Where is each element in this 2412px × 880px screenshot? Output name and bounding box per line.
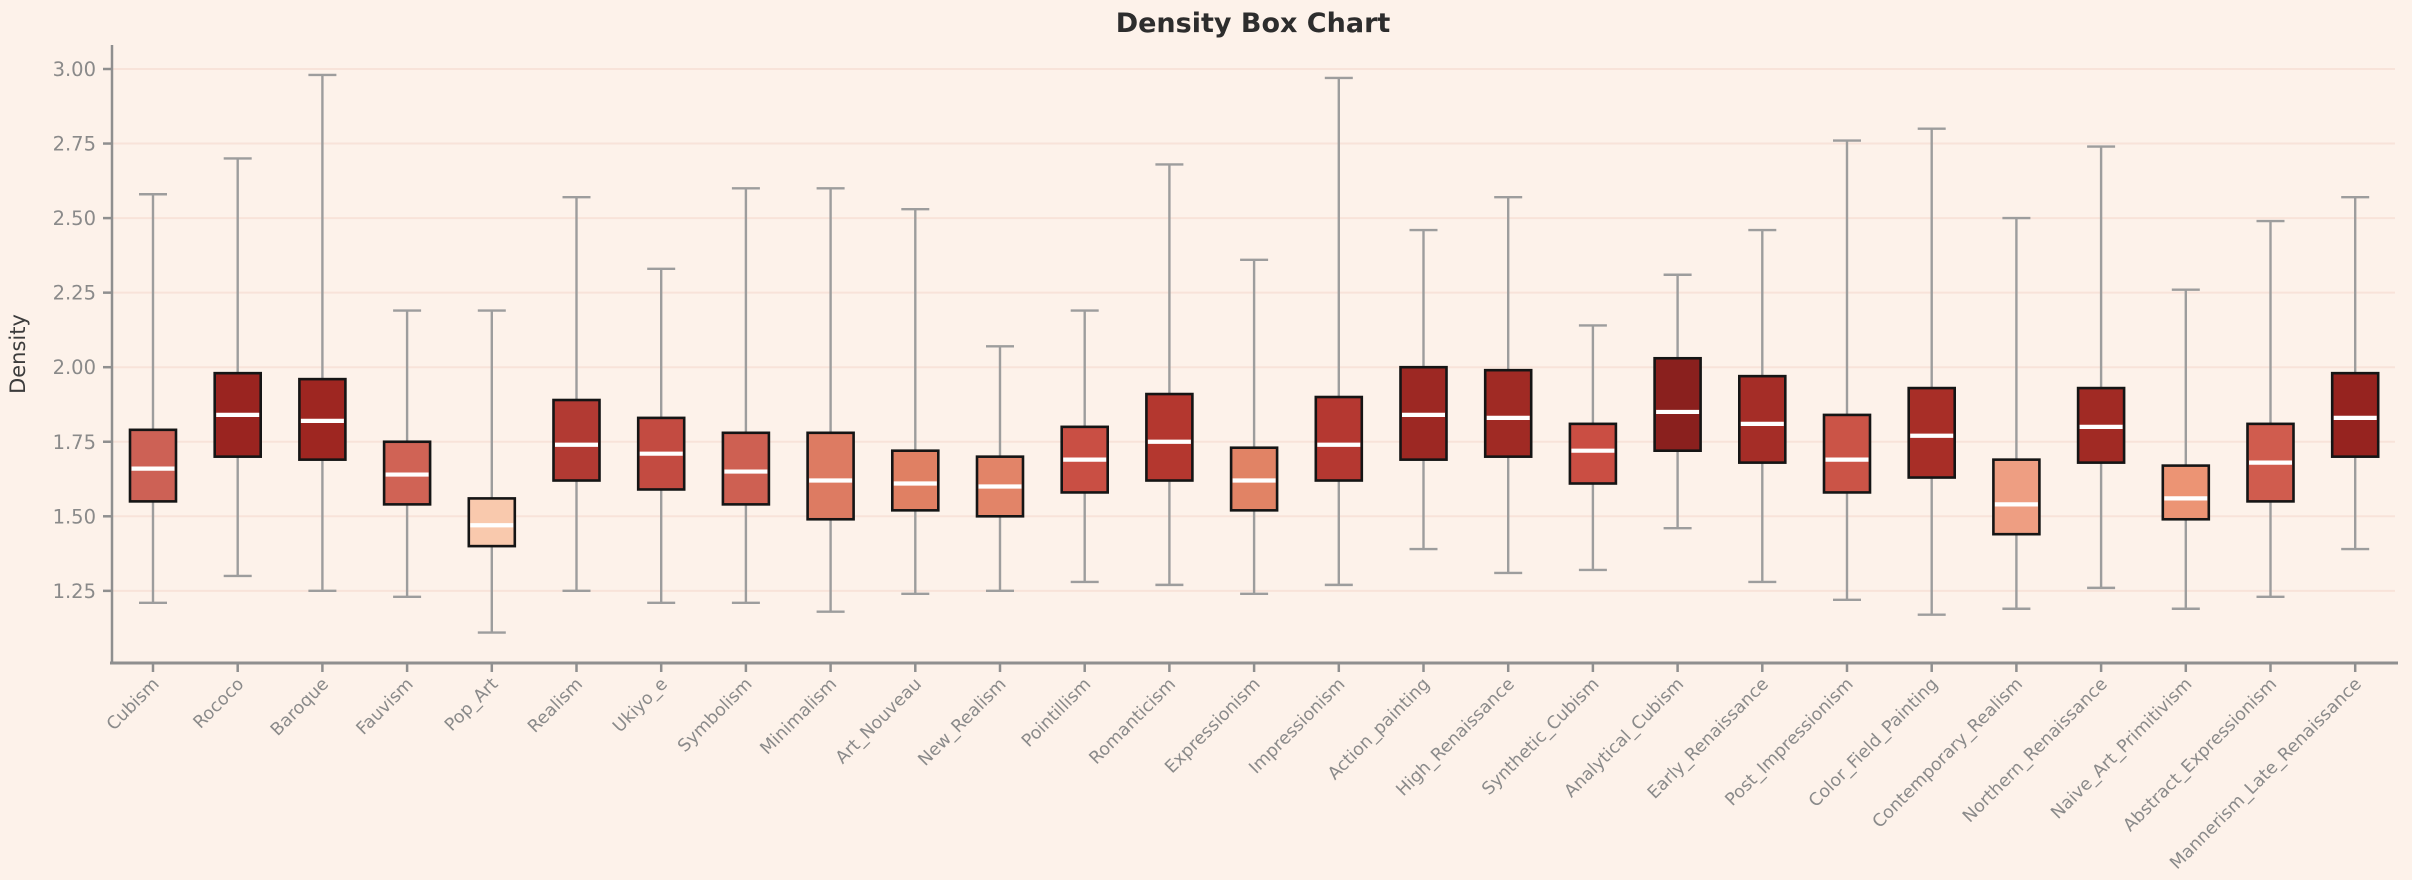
box-Impressionism bbox=[1314, 76, 1364, 587]
box-Contemporary_Realism bbox=[1992, 216, 2041, 610]
y-tick-label: 2.00 bbox=[53, 356, 96, 379]
x-tick-label-Abstract_Expressionism: Abstract_Expressionism bbox=[2120, 674, 2281, 835]
box-Abstract_Expressionism bbox=[2246, 219, 2295, 599]
y-tick-label: 1.50 bbox=[53, 505, 96, 528]
x-tick-label-Rococo: Rococo bbox=[190, 674, 249, 733]
box-Realism bbox=[552, 196, 601, 593]
y-tick-label: 3.00 bbox=[53, 58, 96, 81]
box-Color_Field_Painting bbox=[1907, 127, 1956, 616]
iqr-box bbox=[552, 398, 601, 482]
box-High_Renaissance bbox=[1483, 196, 1533, 575]
box-Naive_Art_Primitivism bbox=[2161, 288, 2211, 610]
y-axis-label: Density bbox=[6, 314, 30, 394]
y-tick-label: 1.75 bbox=[53, 431, 96, 454]
box-Baroque bbox=[298, 73, 347, 593]
box-Action_painting bbox=[1399, 228, 1448, 551]
iqr-box bbox=[806, 431, 855, 521]
box-Northern_Renaissance bbox=[2076, 145, 2126, 590]
y-tick-label: 2.25 bbox=[53, 282, 96, 305]
iqr-box bbox=[1992, 458, 2041, 536]
x-tick-label-Northern_Renaissance: Northern_Renaissance bbox=[1959, 674, 2112, 827]
iqr-box bbox=[2330, 371, 2380, 458]
box-Symbolism bbox=[721, 187, 771, 604]
x-tick-label-Realism: Realism bbox=[524, 674, 587, 737]
box-Romanticism bbox=[1145, 163, 1194, 587]
y-tick-label: 2.50 bbox=[53, 207, 96, 230]
box-Art_Nouveau bbox=[890, 207, 940, 596]
x-tick-label-Cubism: Cubism bbox=[103, 674, 163, 734]
box-Cubism bbox=[128, 193, 178, 604]
iqr-box bbox=[2161, 464, 2211, 521]
x-tick-label-Naive_Art_Primitivism: Naive_Art_Primitivism bbox=[2047, 674, 2196, 823]
chart-title: Density Box Chart bbox=[1116, 8, 1391, 39]
iqr-box bbox=[1568, 422, 1618, 485]
iqr-box bbox=[1314, 395, 1364, 482]
iqr-box bbox=[1483, 368, 1533, 458]
box-Expressionism bbox=[1229, 258, 1279, 596]
iqr-box bbox=[890, 449, 940, 512]
y-tick-label: 1.25 bbox=[53, 580, 96, 603]
x-tick-label-Symbolism: Symbolism bbox=[674, 674, 756, 756]
x-tick-label-Mannerism_Late_Renaissance: Mannerism_Late_Renaissance bbox=[2166, 674, 2365, 873]
box-Analytical_Cubism bbox=[1653, 273, 1702, 530]
x-tick-label-New_Realism: New_Realism bbox=[915, 674, 1011, 770]
iqr-box bbox=[1907, 386, 1956, 479]
box-Synthetic_Cubism bbox=[1568, 324, 1618, 572]
iqr-box bbox=[1653, 356, 1702, 452]
iqr-box bbox=[1822, 413, 1872, 494]
x-tick-label-Pointillism: Pointillism bbox=[1018, 674, 1095, 751]
x-tick-label-Baroque: Baroque bbox=[267, 674, 333, 740]
x-tick-label-Ukiyo_e: Ukiyo_e bbox=[609, 674, 672, 737]
box-New_Realism bbox=[975, 345, 1025, 593]
x-tick-label-Contemporary_Realism: Contemporary_Realism bbox=[1869, 674, 2027, 832]
x-tick-label-Minimalism: Minimalism bbox=[757, 674, 842, 759]
plot-area: 1.25 1.50 1.75 2.00 2.25 2.50 2.75 3.00 Cubism Ro… bbox=[53, 45, 2398, 874]
box-Pop_Art bbox=[467, 309, 517, 634]
x-tick-label-Art_Nouveau: Art_Nouveau bbox=[832, 674, 926, 768]
box-Fauvism bbox=[382, 309, 432, 599]
iqr-box bbox=[721, 431, 771, 506]
iqr-box bbox=[467, 497, 517, 548]
x-tick-label-Romanticism: Romanticism bbox=[1086, 674, 1180, 768]
y-tick-label: 2.75 bbox=[53, 133, 96, 156]
box-Rococo bbox=[213, 157, 262, 578]
iqr-box bbox=[1738, 374, 1787, 464]
x-tick-label-Pop_Art: Pop_Art bbox=[441, 674, 502, 735]
box-Minimalism bbox=[806, 187, 855, 613]
iqr-box bbox=[1145, 392, 1194, 482]
box-Pointillism bbox=[1060, 309, 1109, 584]
box-Mannerism_Late_Renaissance bbox=[2330, 196, 2380, 551]
iqr-box bbox=[128, 428, 178, 503]
box-Post_Impressionism bbox=[1822, 139, 1872, 601]
box-Early_Renaissance bbox=[1738, 228, 1787, 584]
box-Ukiyo_e bbox=[636, 267, 686, 604]
x-tick-label-Fauvism: Fauvism bbox=[353, 674, 418, 739]
